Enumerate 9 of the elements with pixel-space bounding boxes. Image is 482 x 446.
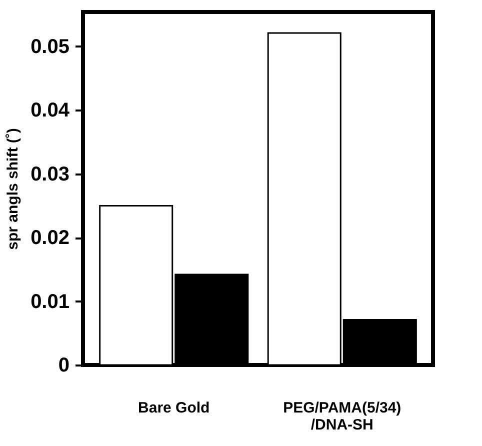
y-axis-title: spr angls shift (˚)	[4, 128, 22, 250]
y-tick-label: 0.02	[30, 227, 70, 250]
y-tick-label: 0.05	[30, 36, 70, 58]
x-tick-label: Bare Gold	[138, 400, 210, 416]
y-tick-label: 0.03	[30, 163, 70, 186]
x-tick-label: PEG/PAMA(5/34) /DNA-SH	[283, 400, 402, 434]
y-tick-label: 0.01	[30, 290, 70, 313]
y-tick-label: 0	[58, 354, 70, 376]
y-tick-label: 0.04	[30, 100, 70, 122]
